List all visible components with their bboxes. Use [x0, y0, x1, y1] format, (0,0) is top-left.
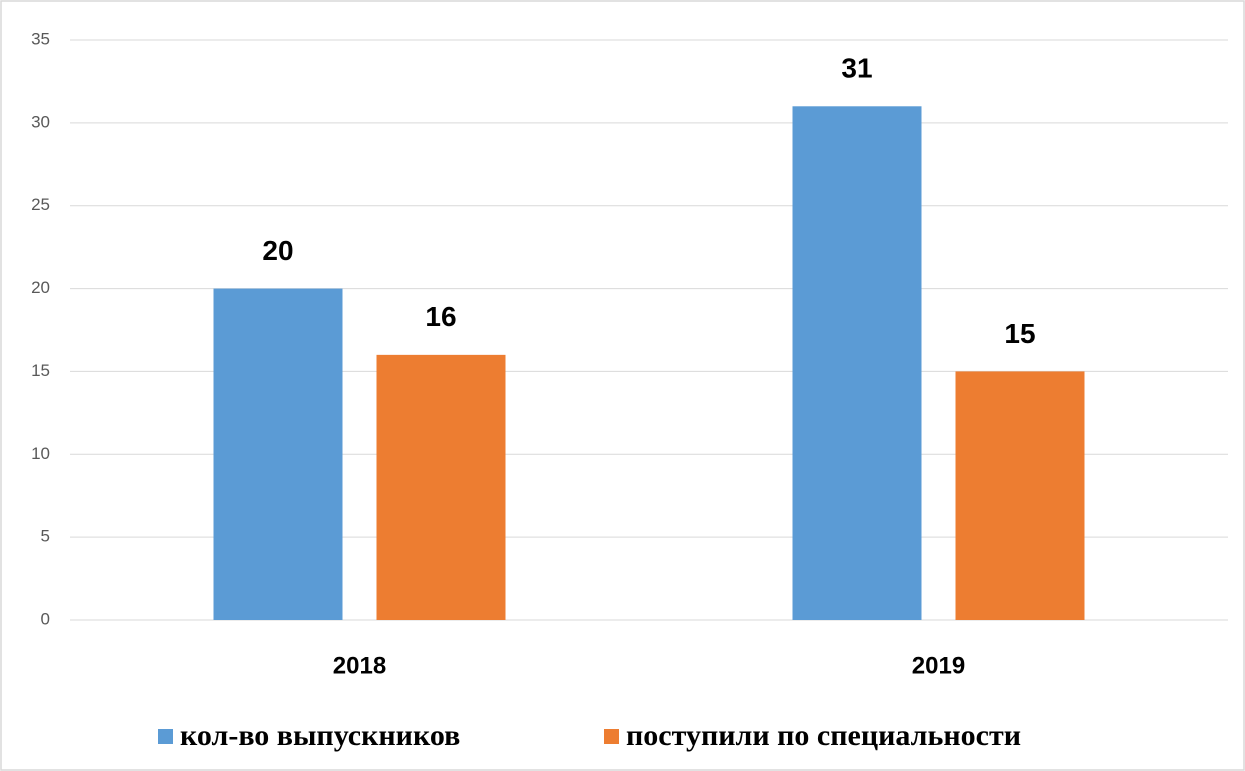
y-tick-label: 30 [31, 112, 50, 131]
y-tick-label: 15 [31, 361, 50, 380]
x-tick-label: 2019 [912, 652, 965, 679]
x-tick-label: 2018 [333, 652, 386, 679]
data-label: 16 [425, 301, 456, 332]
y-tick-label: 0 [41, 609, 50, 628]
legend-label: поступили по специальности [626, 719, 1021, 752]
data-label: 20 [262, 235, 293, 266]
legend-swatch [158, 729, 173, 744]
bar [955, 371, 1085, 620]
data-label: 15 [1004, 318, 1035, 349]
legend-label: кол-во выпускников [180, 719, 460, 752]
legend-swatch [604, 729, 619, 744]
y-tick-label: 5 [41, 527, 50, 546]
data-label: 31 [841, 53, 872, 84]
bar [376, 354, 506, 620]
y-tick-label: 10 [31, 444, 50, 463]
y-tick-label: 35 [31, 29, 50, 48]
y-tick-label: 20 [31, 278, 50, 297]
bar [792, 106, 922, 621]
bar [213, 288, 343, 620]
y-tick-label: 25 [31, 195, 50, 214]
